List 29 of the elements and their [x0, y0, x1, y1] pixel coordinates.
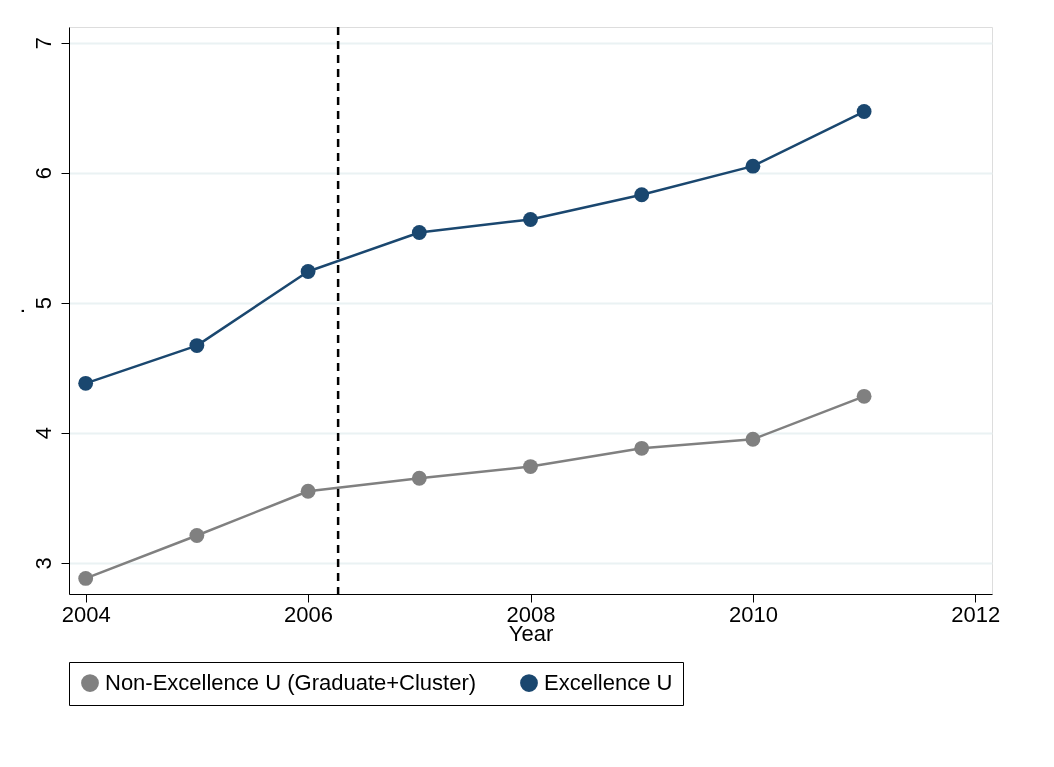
y-tick-label: 5 — [30, 297, 56, 310]
point — [411, 225, 427, 240]
x-tick-label: 2004 — [61, 601, 111, 627]
x-tick-label: 2012 — [951, 601, 1001, 627]
legend-label: Non-Excellence U (Graduate+Cluster) — [105, 670, 477, 696]
legend-label: Excellence U — [544, 670, 673, 696]
point — [189, 338, 205, 354]
point — [78, 375, 94, 391]
point — [300, 483, 316, 499]
x-tick-label: 2006 — [284, 601, 334, 627]
y-tick-label: 6 — [30, 167, 56, 180]
x-tick-label: 2010 — [728, 601, 778, 627]
point — [189, 528, 205, 543]
y-axis-title: . — [3, 307, 29, 315]
point — [745, 431, 761, 447]
y-tick-label: 4 — [30, 427, 56, 440]
point — [411, 470, 427, 486]
point — [856, 104, 872, 119]
point — [634, 187, 650, 203]
point — [523, 459, 538, 474]
point — [300, 264, 316, 279]
y-tick-label: 7 — [30, 36, 56, 50]
point — [78, 570, 94, 586]
point — [856, 388, 872, 404]
point — [523, 212, 538, 227]
point — [745, 158, 761, 174]
point — [634, 440, 650, 456]
x-tick-label: 2008 — [506, 601, 556, 627]
y-tick-label: 3 — [30, 557, 56, 570]
